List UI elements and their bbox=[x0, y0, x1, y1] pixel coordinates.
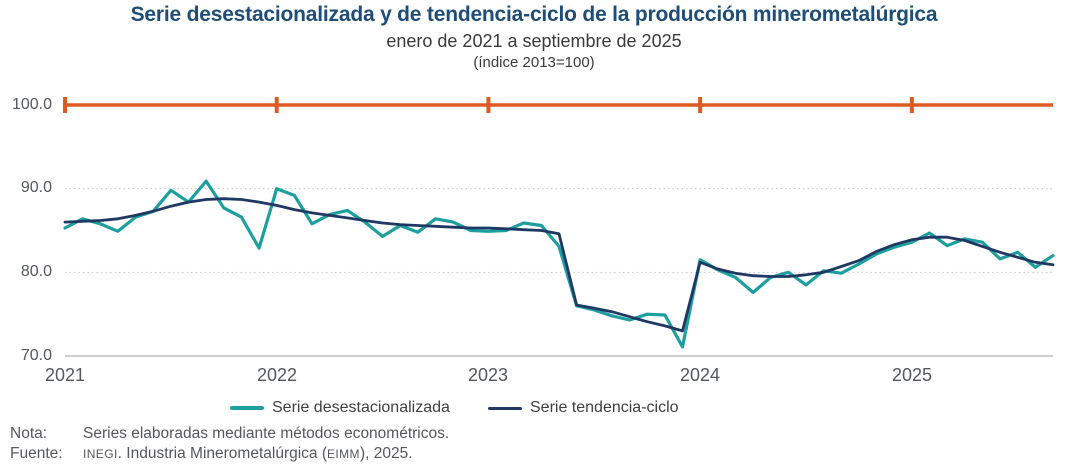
legend-item-desestacionalizada: Serie desestacionalizada bbox=[230, 397, 450, 419]
y-tick-label-80: 80.0 bbox=[20, 263, 52, 280]
x-tick-label-2023: 2023 bbox=[467, 365, 509, 385]
chart-subtitle: enero de 2021 a septiembre de 2025 bbox=[386, 31, 682, 51]
fuente-inegi-acronym: INEGI bbox=[83, 447, 118, 461]
y-tick-label-90: 90.0 bbox=[20, 179, 52, 196]
legend-item-tendencia-ciclo: Serie tendencia-ciclo bbox=[488, 397, 679, 419]
chart-title: Serie desestacionalizada y de tendencia-… bbox=[130, 3, 938, 26]
fuente-eimm-acronym: EIMM bbox=[327, 447, 360, 461]
footer-notes: Nota: Series elaboradas mediante métodos … bbox=[10, 424, 710, 464]
legend-swatch-tendencia-ciclo bbox=[488, 406, 522, 410]
nota-label: Nota: bbox=[10, 425, 48, 442]
legend-label-tendencia-ciclo: Serie tendencia-ciclo bbox=[530, 399, 679, 416]
legend-swatch-desestacionalizada bbox=[230, 406, 264, 410]
footer-nota-line: Nota: Series elaboradas mediante métodos … bbox=[10, 424, 710, 444]
fuente-label: Fuente: bbox=[10, 445, 63, 462]
fuente-text-mid: Industria Minerometalúrgica ( bbox=[121, 445, 328, 462]
series-line-desestacionalizada bbox=[63, 179, 1055, 349]
x-tick-label-2021: 2021 bbox=[44, 365, 86, 385]
fuente-text-end: ), 2025. bbox=[359, 445, 413, 462]
y-tick-label-70: 70.0 bbox=[20, 347, 52, 364]
nota-text: Series elaboradas mediante métodos econo… bbox=[83, 425, 450, 442]
x-tick-label-2025: 2025 bbox=[891, 365, 933, 385]
x-tick-label-2024: 2024 bbox=[679, 365, 721, 385]
chart-index-base-note: (índice 2013=100) bbox=[473, 54, 595, 71]
legend-label-desestacionalizada: Serie desestacionalizada bbox=[272, 399, 450, 416]
series-line-tendencia-ciclo bbox=[63, 197, 1055, 333]
footer-fuente-line: Fuente: INEGI. Industria Minerometalúrgic… bbox=[10, 444, 710, 464]
x-tick-label-2022: 2022 bbox=[256, 365, 298, 385]
y-tick-label-100: 100.0 bbox=[11, 96, 52, 113]
fuente-text: . bbox=[117, 445, 122, 462]
